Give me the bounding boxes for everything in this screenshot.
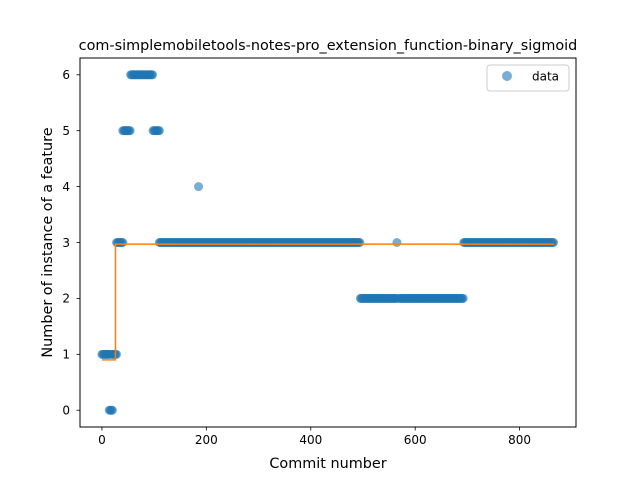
- y-tick-label: 3: [62, 236, 70, 250]
- x-tick-label: 200: [195, 433, 218, 447]
- data-point: [355, 238, 365, 247]
- y-tick-label: 2: [62, 292, 70, 306]
- data-point: [392, 238, 402, 247]
- y-axis-label: Number of instance of a feature: [40, 127, 56, 357]
- x-tick-label: 600: [404, 433, 427, 447]
- fit-line: [101, 243, 555, 361]
- legend-entry-label: data: [532, 70, 559, 84]
- data-point: [194, 182, 204, 192]
- y-tick-label: 5: [62, 124, 70, 138]
- legend: data: [486, 64, 570, 92]
- x-tick-label: 400: [299, 433, 322, 447]
- y-tick-label: 0: [62, 404, 70, 418]
- x-tick-label: 800: [508, 433, 531, 447]
- x-axis-label: Commit number: [269, 456, 386, 472]
- data-point: [125, 126, 135, 136]
- y-tick-label: 4: [62, 180, 70, 194]
- data-point: [112, 349, 122, 359]
- legend-marker-data: [502, 71, 512, 81]
- data-point: [118, 238, 128, 247]
- data-point: [458, 293, 468, 303]
- ticks-layer: 0 200 400 600 800 0 1 2 3 4 5 6: [62, 68, 531, 447]
- chart-title: com-simplemobiletools-notes-pro_extensio…: [79, 38, 578, 54]
- x-tick-label: 0: [98, 433, 106, 447]
- data-point: [549, 238, 559, 247]
- data-point: [148, 70, 158, 80]
- y-tick-label: 1: [62, 348, 70, 362]
- y-tick-label: 6: [62, 68, 70, 82]
- plot-layer: [97, 70, 559, 415]
- data-point: [107, 405, 117, 415]
- data-point: [154, 126, 164, 136]
